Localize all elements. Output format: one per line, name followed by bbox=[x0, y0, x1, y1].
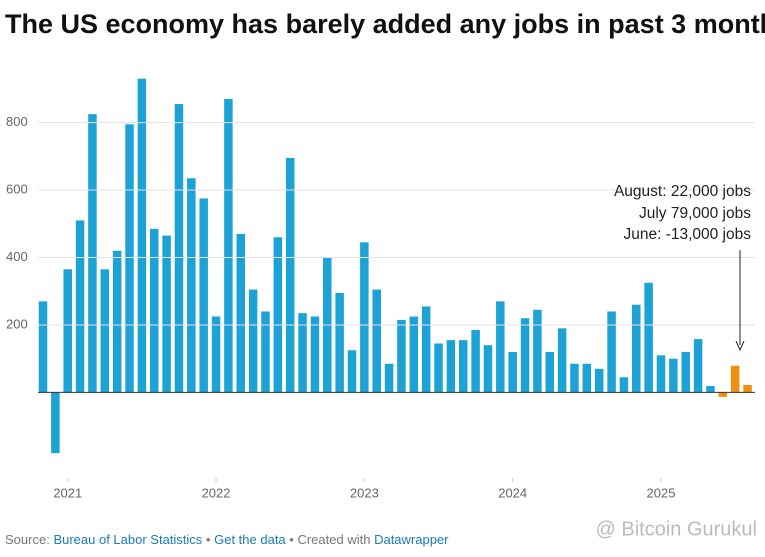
arrow-head bbox=[735, 340, 745, 352]
y-tick-label: 600 bbox=[6, 181, 28, 196]
bar bbox=[508, 351, 517, 393]
bar bbox=[520, 318, 530, 393]
bar bbox=[619, 377, 629, 393]
bar bbox=[446, 340, 456, 393]
bar bbox=[360, 242, 369, 393]
bar bbox=[718, 392, 728, 397]
bar bbox=[335, 292, 344, 393]
source: Source: Bureau of Labor Statistics • Get… bbox=[5, 532, 449, 547]
bar bbox=[261, 311, 270, 393]
bar bbox=[75, 220, 85, 393]
bar bbox=[51, 392, 60, 454]
bar bbox=[570, 363, 579, 393]
bar bbox=[557, 328, 567, 393]
bar bbox=[594, 368, 604, 393]
bar bbox=[174, 104, 184, 393]
bar bbox=[224, 98, 233, 393]
bar bbox=[187, 178, 196, 393]
chart-title: The US economy has barely added any jobs… bbox=[5, 9, 765, 39]
y-tick-label: 800 bbox=[6, 114, 28, 129]
bar bbox=[112, 250, 122, 393]
annotation: August: 22,000 jobs bbox=[614, 183, 751, 200]
data-link[interactable]: Get the data bbox=[214, 532, 286, 547]
bar bbox=[384, 363, 394, 393]
source-prefix: Source: bbox=[5, 532, 50, 547]
bar bbox=[397, 319, 406, 393]
tool-link[interactable]: Datawrapper bbox=[374, 532, 449, 547]
bar bbox=[162, 235, 171, 393]
bar bbox=[211, 316, 221, 393]
x-tick-label: 2022 bbox=[202, 485, 231, 500]
bar bbox=[644, 282, 653, 393]
bar bbox=[125, 124, 134, 393]
bar bbox=[236, 233, 246, 393]
bar bbox=[730, 365, 740, 393]
bar bbox=[434, 343, 443, 393]
bar bbox=[149, 228, 159, 393]
bar bbox=[421, 306, 431, 393]
x-tick-label: 2024 bbox=[498, 485, 527, 500]
bar bbox=[706, 386, 715, 393]
bar bbox=[496, 301, 505, 393]
bar bbox=[38, 301, 48, 393]
bar bbox=[199, 198, 208, 393]
created-with: • Created with bbox=[289, 532, 370, 547]
source-link[interactable]: Bureau of Labor Statistics bbox=[53, 532, 202, 547]
bar bbox=[409, 316, 419, 393]
bar bbox=[298, 313, 307, 393]
bar bbox=[743, 385, 752, 393]
bar bbox=[248, 289, 258, 393]
bar bbox=[693, 339, 703, 393]
annotation: June: -13,000 jobs bbox=[623, 226, 751, 243]
bar bbox=[372, 289, 381, 393]
bar bbox=[483, 345, 493, 393]
bar bbox=[582, 363, 592, 393]
y-tick-label: 200 bbox=[6, 316, 28, 331]
separator: • bbox=[206, 532, 211, 547]
bar bbox=[63, 269, 72, 393]
bar bbox=[458, 340, 468, 393]
bar bbox=[100, 269, 110, 393]
bar bbox=[310, 316, 320, 393]
bar bbox=[285, 158, 295, 393]
bar bbox=[533, 309, 542, 393]
y-tick-label: 400 bbox=[6, 249, 28, 264]
bar bbox=[545, 351, 555, 393]
bar bbox=[471, 330, 480, 393]
bar bbox=[669, 358, 678, 393]
annotation: July 79,000 jobs bbox=[639, 205, 751, 222]
bar bbox=[88, 114, 97, 393]
x-tick-label: 2023 bbox=[350, 485, 379, 500]
bar bbox=[681, 351, 690, 393]
x-tick-label: 2025 bbox=[647, 485, 676, 500]
bar bbox=[273, 237, 283, 393]
x-tick-label: 2021 bbox=[53, 485, 82, 500]
bar bbox=[137, 78, 147, 393]
bar bbox=[347, 350, 357, 393]
watermark: @ Bitcoin Gurukul bbox=[596, 518, 757, 540]
bar bbox=[656, 355, 666, 393]
bar bbox=[607, 311, 616, 393]
bar bbox=[632, 304, 641, 393]
